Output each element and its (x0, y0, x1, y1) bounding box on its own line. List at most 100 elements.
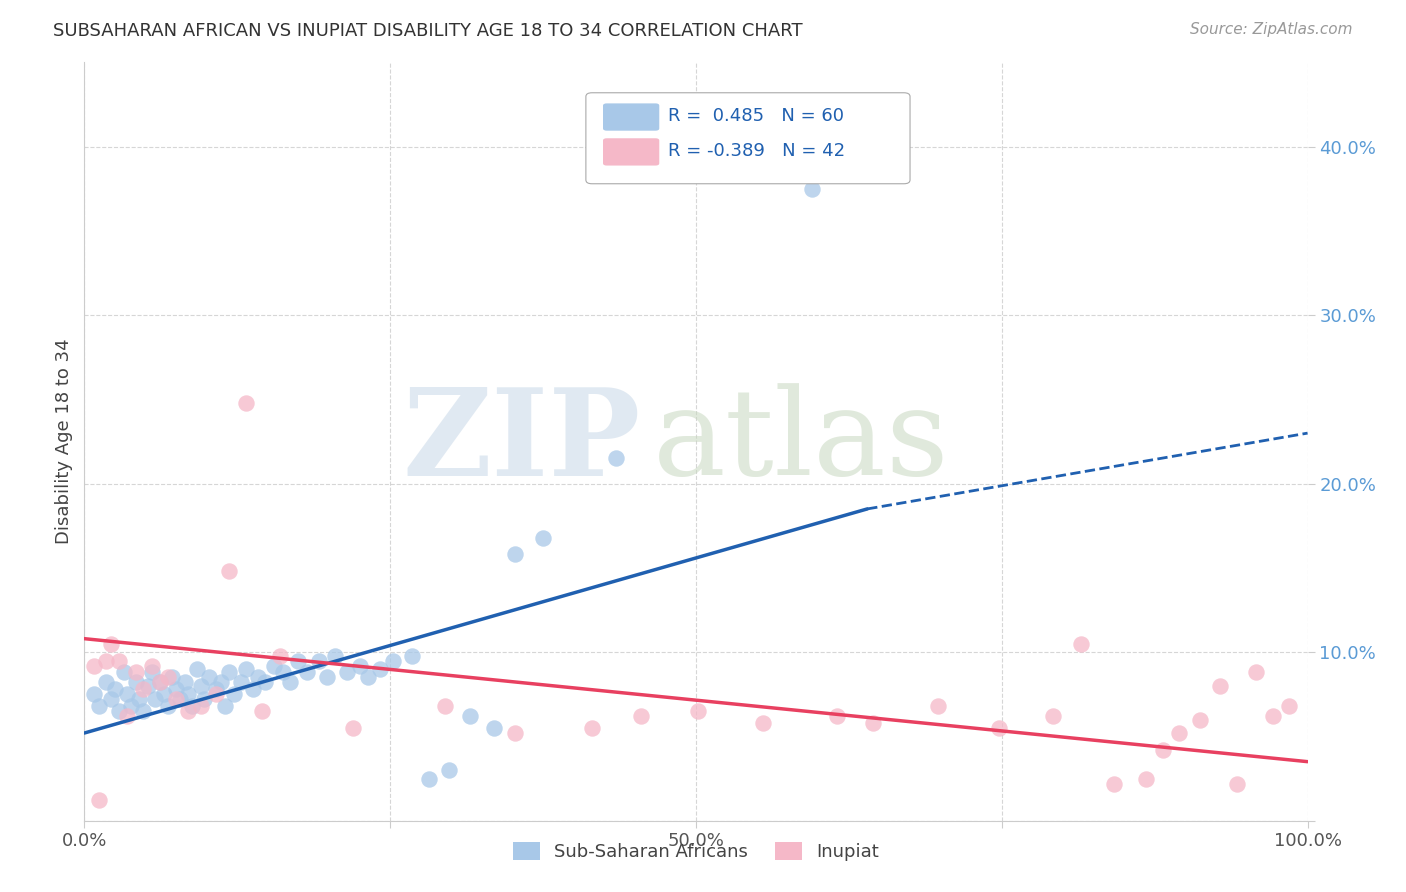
Point (581, 721, 603, 735)
Point (437, 763, 460, 777)
Point (862, 715, 884, 730)
Point (1104, 776, 1126, 790)
Point (100, 637, 122, 651)
Point (605, 451, 627, 466)
Y-axis label: Disability Age 18 to 34: Disability Age 18 to 34 (55, 339, 73, 544)
Point (263, 658, 285, 673)
Point (988, 721, 1011, 735)
Point (193, 692, 215, 706)
Point (434, 699, 457, 714)
Point (688, 704, 710, 718)
Point (1278, 699, 1301, 714)
Point (235, 396, 257, 410)
Point (235, 662, 257, 676)
Point (177, 687, 200, 701)
Point (190, 699, 212, 714)
Point (153, 687, 176, 701)
Point (141, 665, 163, 680)
Point (177, 704, 200, 718)
Point (458, 709, 481, 723)
Point (1070, 637, 1092, 651)
Point (482, 721, 505, 735)
FancyBboxPatch shape (603, 103, 659, 130)
Point (269, 648, 291, 663)
Point (1152, 743, 1174, 757)
Point (125, 665, 148, 680)
Point (222, 687, 245, 701)
Point (295, 665, 318, 680)
Point (1208, 679, 1230, 693)
Point (186, 662, 208, 676)
Point (308, 654, 330, 668)
Point (83, 687, 105, 701)
Point (141, 658, 163, 673)
Point (115, 709, 138, 723)
Point (181, 699, 204, 714)
Point (156, 699, 179, 714)
Point (218, 564, 240, 578)
Point (173, 675, 195, 690)
Point (96, 675, 118, 690)
Point (87, 793, 110, 807)
Point (250, 704, 273, 718)
Point (128, 692, 150, 706)
Point (107, 654, 129, 668)
Point (1226, 776, 1249, 790)
Point (349, 658, 371, 673)
Point (87, 699, 110, 714)
Point (205, 682, 228, 697)
Point (1042, 709, 1064, 723)
Point (418, 772, 440, 786)
Point (198, 670, 221, 684)
Point (190, 679, 212, 693)
Point (247, 670, 270, 684)
Point (125, 675, 148, 690)
Point (209, 675, 232, 690)
Point (401, 648, 423, 663)
Text: ZIP: ZIP (402, 383, 641, 500)
Point (357, 670, 380, 684)
Point (132, 682, 155, 697)
Point (1188, 713, 1211, 727)
Point (100, 692, 122, 706)
Point (278, 675, 301, 690)
Point (825, 709, 848, 723)
Point (1135, 772, 1157, 786)
Point (801, 182, 824, 196)
Point (1263, 709, 1285, 723)
Point (83, 658, 105, 673)
Point (218, 665, 240, 680)
Point (531, 531, 554, 545)
Point (107, 704, 129, 718)
Point (115, 687, 138, 701)
Point (162, 670, 184, 684)
Point (149, 675, 172, 690)
Point (503, 726, 526, 740)
Point (165, 682, 187, 697)
Point (342, 721, 364, 735)
Point (132, 704, 155, 718)
Point (630, 709, 652, 723)
Point (136, 679, 159, 693)
Point (370, 662, 392, 676)
Point (315, 670, 337, 684)
Point (96, 654, 118, 668)
Point (1168, 726, 1191, 740)
Text: R = -0.389   N = 42: R = -0.389 N = 42 (668, 142, 845, 161)
Point (323, 648, 346, 663)
Point (112, 665, 135, 680)
Point (381, 654, 404, 668)
FancyBboxPatch shape (586, 93, 910, 184)
Point (165, 692, 187, 706)
Point (104, 682, 127, 697)
Text: SUBSAHARAN AFRICAN VS INUPIAT DISABILITY AGE 18 TO 34 CORRELATION CHART: SUBSAHARAN AFRICAN VS INUPIAT DISABILITY… (53, 22, 803, 40)
FancyBboxPatch shape (603, 138, 659, 166)
Point (336, 665, 359, 680)
Point (169, 692, 191, 706)
Point (927, 699, 949, 714)
Point (214, 699, 236, 714)
Text: atlas: atlas (654, 383, 950, 500)
Point (287, 654, 309, 668)
Point (271, 665, 294, 680)
Point (120, 699, 142, 714)
